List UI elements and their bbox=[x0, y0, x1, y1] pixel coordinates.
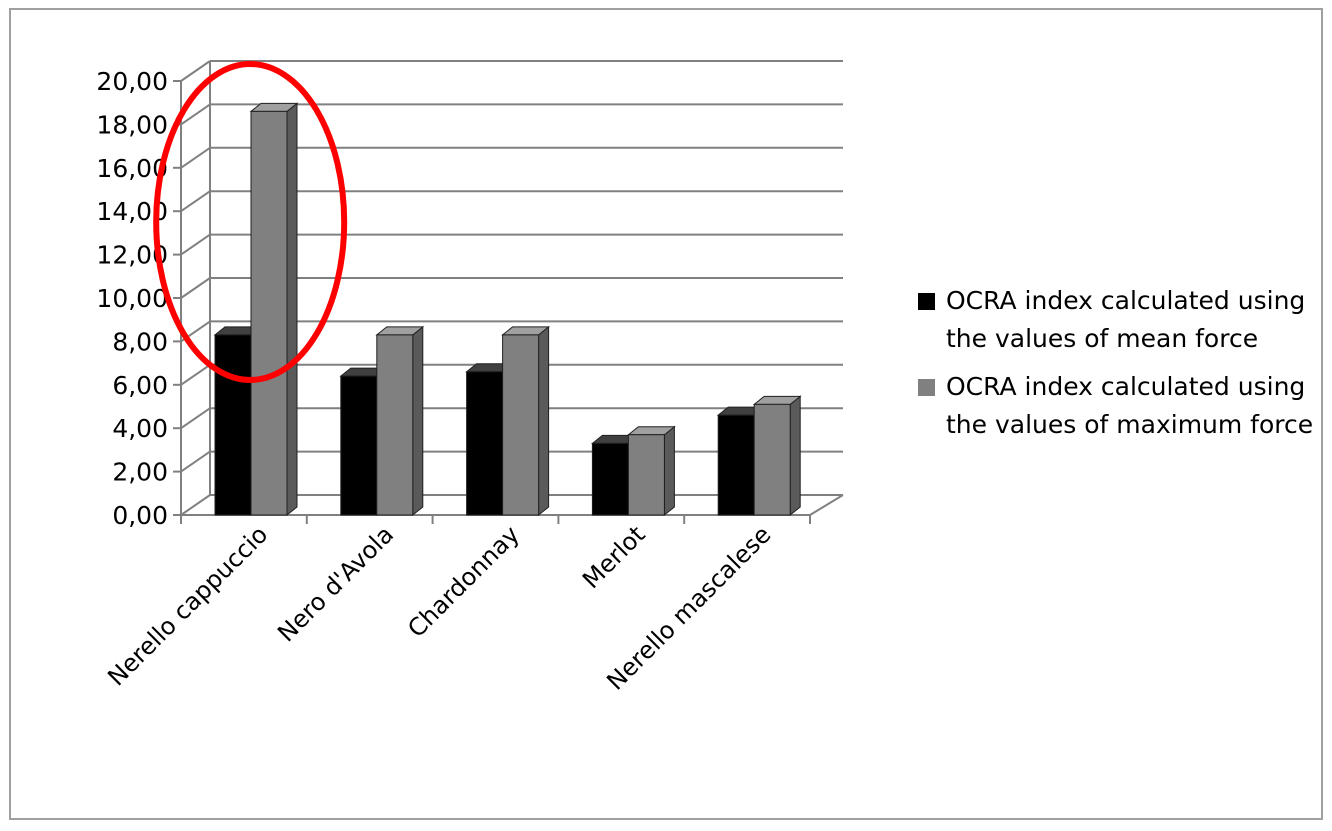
gridline-diagonal bbox=[180, 60, 211, 82]
bar bbox=[752, 395, 802, 517]
bar-front bbox=[250, 110, 288, 516]
y-tick-label: 6,00 bbox=[112, 371, 168, 400]
legend-item-maximum-force: OCRA index calculated using the values o… bbox=[918, 368, 1318, 444]
legend-item-mean-force: OCRA index calculated using the values o… bbox=[918, 282, 1318, 358]
bar bbox=[375, 325, 425, 517]
bar-side bbox=[789, 395, 801, 517]
category-label: Chardonnay bbox=[402, 520, 525, 643]
gridline-diagonal bbox=[180, 277, 211, 299]
gridline-diagonal bbox=[180, 103, 211, 126]
category-label: Nerello cappuccio bbox=[102, 520, 273, 691]
bar bbox=[501, 325, 551, 517]
gridline-diagonal bbox=[180, 363, 211, 386]
legend-swatch-maximum-force bbox=[918, 379, 935, 396]
bar-front bbox=[376, 334, 414, 516]
y-tick-label: 0,00 bbox=[112, 501, 168, 530]
gridline-diagonal bbox=[180, 233, 211, 256]
bar-front bbox=[214, 334, 252, 516]
bar-side bbox=[538, 325, 550, 517]
gridline-diagonal bbox=[180, 190, 211, 213]
y-tick-labels: 0,002,004,006,008,0010,0012,0014,0016,00… bbox=[96, 67, 168, 530]
y-tick-label: 20,00 bbox=[96, 67, 168, 96]
category-label: Nero d'Avola bbox=[272, 520, 399, 647]
bar-front bbox=[466, 371, 504, 516]
legend-label-mean-force: OCRA index calculated using the values o… bbox=[946, 286, 1306, 353]
y-tick-label: 4,00 bbox=[112, 414, 168, 443]
gridline-diagonal bbox=[180, 494, 211, 516]
annotations bbox=[153, 61, 348, 383]
y-tick-label: 2,00 bbox=[112, 458, 168, 487]
legend-label-maximum-force: OCRA index calculated using the values o… bbox=[946, 372, 1314, 439]
highlight-ellipse bbox=[153, 61, 348, 383]
bars bbox=[213, 102, 802, 517]
category-label: Merlot bbox=[577, 520, 651, 594]
bar bbox=[626, 425, 676, 517]
bar-front bbox=[627, 434, 665, 516]
y-tick-label: 10,00 bbox=[96, 284, 168, 313]
floor-right-edge bbox=[809, 494, 844, 516]
bar-side bbox=[412, 325, 424, 517]
gridlines bbox=[180, 60, 843, 516]
bar bbox=[716, 406, 766, 517]
y-tick-label: 16,00 bbox=[96, 154, 168, 183]
bar bbox=[249, 102, 299, 517]
y-tick-label: 8,00 bbox=[112, 327, 168, 356]
bar-side bbox=[663, 425, 675, 517]
bar-side bbox=[286, 102, 298, 517]
legend: OCRA index calculated using the values o… bbox=[918, 282, 1318, 454]
chart-frame bbox=[9, 8, 1323, 820]
bar-front bbox=[717, 414, 755, 516]
bar-front bbox=[502, 334, 540, 516]
bar-front bbox=[340, 375, 378, 516]
gridline-diagonal bbox=[180, 407, 211, 430]
gridline-diagonal bbox=[180, 146, 211, 169]
y-tick-label: 18,00 bbox=[96, 110, 168, 139]
bar-front bbox=[753, 403, 791, 516]
bar-front bbox=[591, 442, 629, 516]
legend-swatch-mean-force bbox=[918, 293, 935, 310]
gridline-diagonal bbox=[180, 450, 211, 473]
